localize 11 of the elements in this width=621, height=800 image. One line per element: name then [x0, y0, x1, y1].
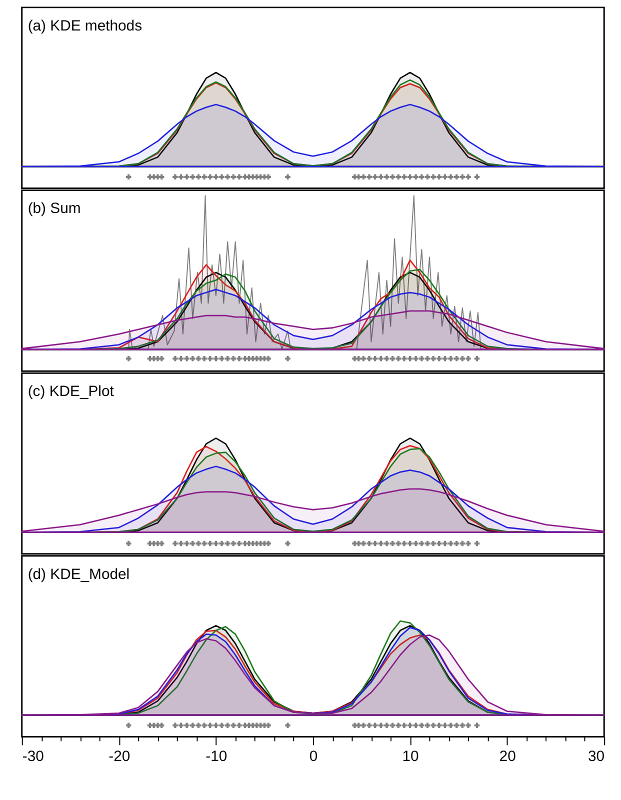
- x-tick-label: 30: [588, 749, 605, 766]
- chart-title: (b) Sum: [28, 201, 81, 218]
- x-tick-label: 20: [499, 749, 516, 766]
- x-tick-label: -10: [206, 749, 228, 766]
- chart-title: (d) KDE_Model: [28, 566, 130, 583]
- x-tick-label: -30: [22, 749, 44, 766]
- chart-title: (c) KDE_Plot: [28, 384, 115, 400]
- x-tick-label: 10: [402, 749, 419, 766]
- x-tick-label: -20: [108, 749, 130, 766]
- chart-title: (a) KDE methods: [28, 18, 142, 34]
- x-tick-label: 0: [309, 749, 318, 766]
